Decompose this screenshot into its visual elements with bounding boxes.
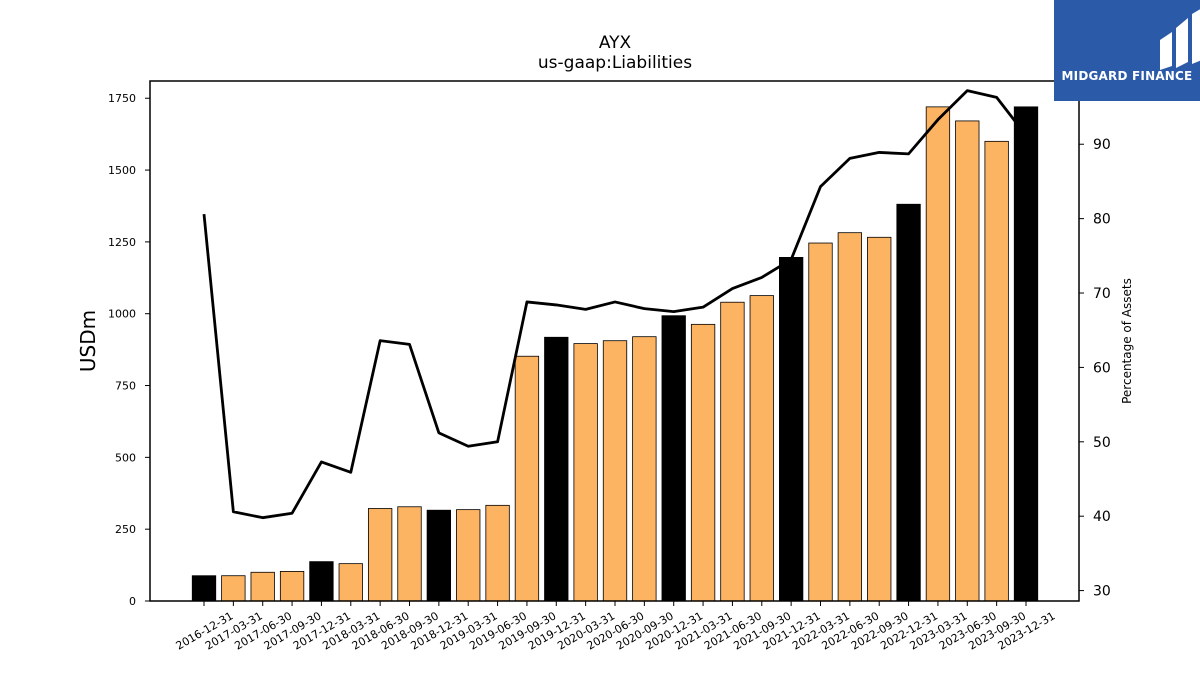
- y2-tick-label: 70: [1093, 286, 1111, 302]
- bar: [191, 575, 217, 602]
- bar: [837, 232, 862, 602]
- bar: [896, 203, 921, 602]
- right-axis: 30 40 50 60 70 80 90: [1079, 137, 1111, 600]
- bar: [221, 575, 246, 602]
- y-tick-label: 250: [115, 523, 136, 536]
- bar: [279, 571, 305, 602]
- bar: [1013, 106, 1039, 602]
- bar: [573, 343, 598, 602]
- y-tick-label: 1500: [108, 164, 136, 177]
- bar: [955, 120, 980, 602]
- y2-tick-label: 30: [1093, 584, 1111, 600]
- bar: [397, 506, 422, 602]
- bar: [779, 256, 804, 602]
- bar: [544, 336, 569, 602]
- logo-text: MIDGARD FINANCE: [1061, 69, 1193, 83]
- bar: [720, 301, 745, 602]
- bar: [984, 140, 1009, 602]
- bar: [808, 242, 833, 602]
- bar: [632, 336, 657, 602]
- bar: [514, 355, 540, 602]
- bar: [426, 509, 451, 602]
- bar: [925, 106, 951, 602]
- bar: [749, 295, 774, 602]
- bar: [661, 315, 686, 602]
- y-tick-label: 750: [115, 380, 136, 393]
- y2-axis-label: Percentage of Assets: [1120, 278, 1134, 404]
- y-tick-label: 500: [115, 451, 136, 464]
- logo-mark-icon: [1160, 9, 1200, 70]
- y-tick-label: 0: [129, 595, 136, 608]
- line-series: [202, 89, 1028, 520]
- y2-tick-label: 60: [1093, 360, 1111, 376]
- bar: [485, 504, 510, 602]
- chart-subtitle: us-gaap:Liabilities: [538, 53, 692, 73]
- y-tick-label: 1250: [108, 236, 136, 249]
- bar: [309, 561, 334, 602]
- bar: [867, 236, 892, 602]
- bar: [456, 509, 481, 602]
- y2-tick-label: 40: [1093, 509, 1111, 525]
- left-axis: 0 250 500 750 1000 1250 1500 1750: [108, 92, 150, 608]
- x-axis: 2016-12-312017-03-312017-06-302017-09-30…: [174, 601, 1058, 653]
- bar: [690, 323, 716, 602]
- bar: [338, 563, 363, 602]
- y-axis-label: USDm: [76, 310, 100, 372]
- brand-logo: MIDGARD FINANCE: [1054, 0, 1200, 101]
- y-tick-label: 1000: [108, 308, 136, 321]
- chart-title: AYX: [599, 33, 632, 53]
- bar: [250, 571, 275, 602]
- y-tick-label: 1750: [108, 92, 136, 105]
- y2-tick-label: 90: [1093, 137, 1111, 153]
- y2-tick-label: 80: [1093, 212, 1111, 228]
- bar: [602, 340, 628, 602]
- percentage-line: [202, 89, 1028, 520]
- y2-tick-label: 50: [1093, 435, 1111, 451]
- bar-series: [191, 106, 1039, 602]
- bar: [367, 508, 393, 602]
